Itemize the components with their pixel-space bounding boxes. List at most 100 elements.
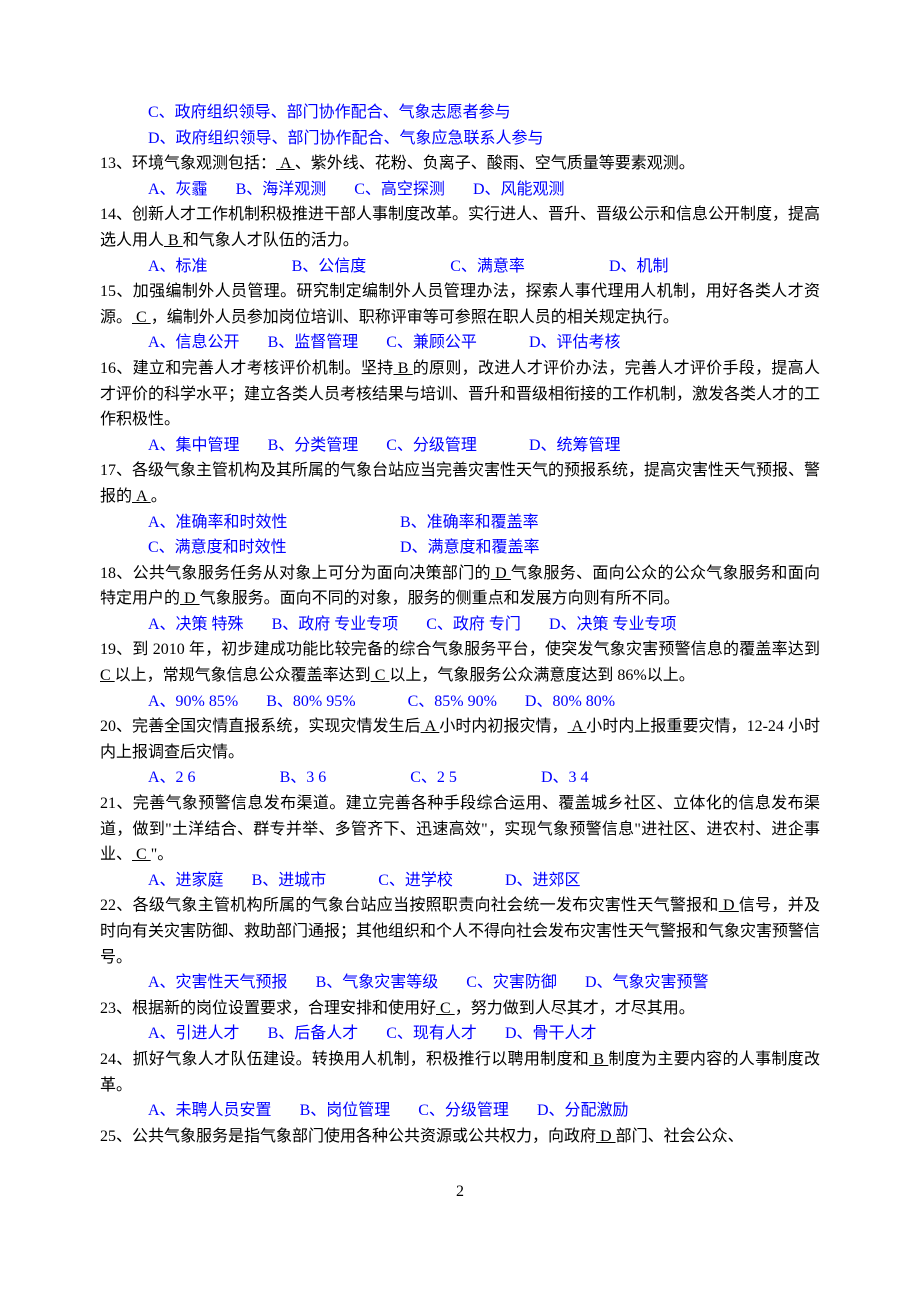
q24-opt-d: D、分配激励 xyxy=(537,1098,629,1124)
q21-opt-d: D、进郊区 xyxy=(505,868,581,894)
q18-opt-b: B、政府 专业专项 xyxy=(272,612,399,638)
q24-pre: 24、抓好气象人才队伍建设。转换用人机制，积极推行以聘用制度和 xyxy=(100,1051,589,1068)
q13-text: 13、环境气象观测包括： A 、紫外线、花粉、负离子、酸雨、空气质量等要素观测。 xyxy=(100,151,820,177)
q20-opt-c: C、2 5 xyxy=(410,765,457,791)
q20-opt-b: B、3 6 xyxy=(280,765,327,791)
q18-text: 18、公共气象服务任务从对象上可分为面向决策部门的 D 气象服务、面向公众的公众… xyxy=(100,561,820,612)
q13-opt-c: C、高空探测 xyxy=(354,177,445,203)
q16-opt-c: C、分级管理 xyxy=(386,433,477,459)
q18-opt-d: D、决策 专业专项 xyxy=(549,612,677,638)
q24-opt-a: A、未聘人员安置 xyxy=(148,1098,272,1124)
q19-text: 19、到 2010 年，初步建成功能比较完备的综合气象服务平台，使突发气象灾害预… xyxy=(100,637,820,688)
prev-q-opt-c: C、政府组织领导、部门协作配合、气象志愿者参与 xyxy=(100,100,820,126)
q19-ans2: C xyxy=(371,667,390,684)
q18-ans1: D xyxy=(491,565,511,582)
q17-opt-d: D、满意度和覆盖率 xyxy=(400,535,540,561)
page-number: 2 xyxy=(100,1179,820,1205)
q15-post: ，编制外人员参加岗位培训、职称评审等可参照在职人员的相关规定执行。 xyxy=(151,309,679,326)
q19-pre: 19、到 2010 年，初步建成功能比较完备的综合气象服务平台，使突发气象灾害预… xyxy=(100,641,820,658)
q24-opt-b: B、岗位管理 xyxy=(300,1098,391,1124)
q17-opt-c: C、满意度和时效性 xyxy=(148,535,372,561)
q16-opt-a: A、集中管理 xyxy=(148,433,240,459)
q13-opt-d: D、风能观测 xyxy=(473,177,565,203)
q16-opts: A、集中管理 B、分类管理 C、分级管理 D、统筹管理 xyxy=(100,433,820,459)
q19-opt-a: A、90% 85% xyxy=(148,689,238,715)
q18-post: 气象服务。面向不同的对象，服务的侧重点和发展方向则有所不同。 xyxy=(200,590,680,607)
q18-opts: A、决策 特殊 B、政府 专业专项 C、政府 专门 D、决策 专业专项 xyxy=(100,612,820,638)
q22-opt-a: A、灾害性天气预报 xyxy=(148,970,288,996)
q17-post: 。 xyxy=(151,488,167,505)
q17-opt-b: B、准确率和覆盖率 xyxy=(400,510,539,536)
q13-post: 、紫外线、花粉、负离子、酸雨、空气质量等要素观测。 xyxy=(295,155,695,172)
q25-pre: 25、公共气象服务是指气象部门使用各种公共资源或公共权力，向政府 xyxy=(100,1128,596,1145)
q21-pre: 21、完善气象预警信息发布渠道。建立完善各种手段综合运用、覆盖城乡社区、立体化的… xyxy=(100,795,820,863)
q18-opt-c: C、政府 专门 xyxy=(426,612,521,638)
q19-ans1: C xyxy=(100,667,115,684)
q18-pre: 18、公共气象服务任务从对象上可分为面向决策部门的 xyxy=(100,565,491,582)
q14-opt-c: C、满意率 xyxy=(450,254,525,280)
q23-ans: C xyxy=(436,1000,455,1017)
q24-ans: B xyxy=(589,1051,608,1068)
q13-ans: A xyxy=(276,155,295,172)
q16-pre: 16、建立和完善人才考核评价机制。坚持 xyxy=(100,360,393,377)
q13-pre: 13、环境气象观测包括： xyxy=(100,155,276,172)
q14-opt-a: A、标准 xyxy=(148,254,208,280)
q20-mid: 小时内初报灾情， xyxy=(439,718,567,735)
q22-opt-d: D、气象灾害预警 xyxy=(585,970,709,996)
q20-opt-a: A、2 6 xyxy=(148,765,196,791)
q25-text: 25、公共气象服务是指气象部门使用各种公共资源或公共权力，向政府 D 部门、社会… xyxy=(100,1124,820,1150)
q23-pre: 23、根据新的岗位设置要求，合理安排和使用好 xyxy=(100,1000,436,1017)
q21-opt-a: A、进家庭 xyxy=(148,868,224,894)
q17-text: 17、各级气象主管机构及其所属的气象台站应当完善灾害性天气的预报系统，提高灾害性… xyxy=(100,458,820,509)
q24-text: 24、抓好气象人才队伍建设。转换用人机制，积极推行以聘用制度和 B 制度为主要内… xyxy=(100,1047,820,1098)
q19-opt-d: D、80% 80% xyxy=(525,689,615,715)
q25-ans: D xyxy=(596,1128,616,1145)
q14-opt-b: B、公信度 xyxy=(292,254,367,280)
q20-pre: 20、完善全国灾情直报系统，实现灾情发生后 xyxy=(100,718,421,735)
q22-opts: A、灾害性天气预报 B、气象灾害等级 C、灾害防御 D、气象灾害预警 xyxy=(100,970,820,996)
q22-ans: D xyxy=(719,897,739,914)
q21-post: "。 xyxy=(151,846,174,863)
q16-text: 16、建立和完善人才考核评价机制。坚持 B 的原则，改进人才评价办法，完善人才评… xyxy=(100,356,820,433)
q22-pre: 22、各级气象主管机构所属的气象台站应当按照职责向社会统一发布灾害性天气警报和 xyxy=(100,897,719,914)
q25-post: 部门、社会公众、 xyxy=(616,1128,744,1145)
q20-opt-d: D、3 4 xyxy=(541,765,589,791)
q19-opt-c: C、85% 90% xyxy=(408,689,497,715)
q15-text: 15、加强编制外人员管理。研究制定编制外人员管理办法，探索人事代理用人机制，用好… xyxy=(100,279,820,330)
q19-post: 以上，气象服务公众满意度达到 86%以上。 xyxy=(389,667,694,684)
q17-pre: 17、各级气象主管机构及其所属的气象台站应当完善灾害性天气的预报系统，提高灾害性… xyxy=(100,462,820,505)
q19-opts: A、90% 85% B、80% 95% C、85% 90% D、80% 80% xyxy=(100,689,820,715)
q14-ans: B xyxy=(164,232,183,249)
q22-opt-c: C、灾害防御 xyxy=(466,970,557,996)
q23-opt-a: A、引进人才 xyxy=(148,1021,240,1047)
q24-opt-c: C、分级管理 xyxy=(418,1098,509,1124)
q18-ans2: D xyxy=(180,590,200,607)
q15-opts: A、信息公开 B、监督管理 C、兼顾公平 D、评估考核 xyxy=(100,330,820,356)
q21-opt-b: B、进城市 xyxy=(252,868,327,894)
q23-text: 23、根据新的岗位设置要求，合理安排和使用好 C ，努力做到人尽其才，才尽其用。 xyxy=(100,996,820,1022)
q19-mid: 以上，常规气象信息公众覆盖率达到 xyxy=(115,667,371,684)
q22-opt-b: B、气象灾害等级 xyxy=(316,970,439,996)
q23-post: ，努力做到人尽其才，才尽其用。 xyxy=(455,1000,695,1017)
q24-opts: A、未聘人员安置 B、岗位管理 C、分级管理 D、分配激励 xyxy=(100,1098,820,1124)
q22-text: 22、各级气象主管机构所属的气象台站应当按照职责向社会统一发布灾害性天气警报和 … xyxy=(100,893,820,970)
q13-opts: A、灰霾 B、海洋观测 C、高空探测 D、风能观测 xyxy=(100,177,820,203)
q15-opt-a: A、信息公开 xyxy=(148,330,240,356)
q16-opt-b: B、分类管理 xyxy=(268,433,359,459)
q19-opt-b: B、80% 95% xyxy=(266,689,355,715)
q21-ans: C xyxy=(132,846,151,863)
q23-opts: A、引进人才 B、后备人才 C、现有人才 D、骨干人才 xyxy=(100,1021,820,1047)
q21-text: 21、完善气象预警信息发布渠道。建立完善各种手段综合运用、覆盖城乡社区、立体化的… xyxy=(100,791,820,868)
q20-opts: A、2 6 B、3 6 C、2 5 D、3 4 xyxy=(100,765,820,791)
q14-post: 和气象人才队伍的活力。 xyxy=(183,232,359,249)
q18-opt-a: A、决策 特殊 xyxy=(148,612,244,638)
q21-opts: A、进家庭 B、进城市 C、进学校 D、进郊区 xyxy=(100,868,820,894)
q15-opt-b: B、监督管理 xyxy=(268,330,359,356)
q15-opt-c: C、兼顾公平 xyxy=(386,330,477,356)
q23-opt-b: B、后备人才 xyxy=(268,1021,359,1047)
q16-ans: B xyxy=(393,360,412,377)
q16-opt-d: D、统筹管理 xyxy=(529,433,621,459)
q13-opt-b: B、海洋观测 xyxy=(236,177,327,203)
q14-opts: A、标准 B、公信度 C、满意率 D、机制 xyxy=(100,254,820,280)
q17-ans: A xyxy=(132,488,151,505)
